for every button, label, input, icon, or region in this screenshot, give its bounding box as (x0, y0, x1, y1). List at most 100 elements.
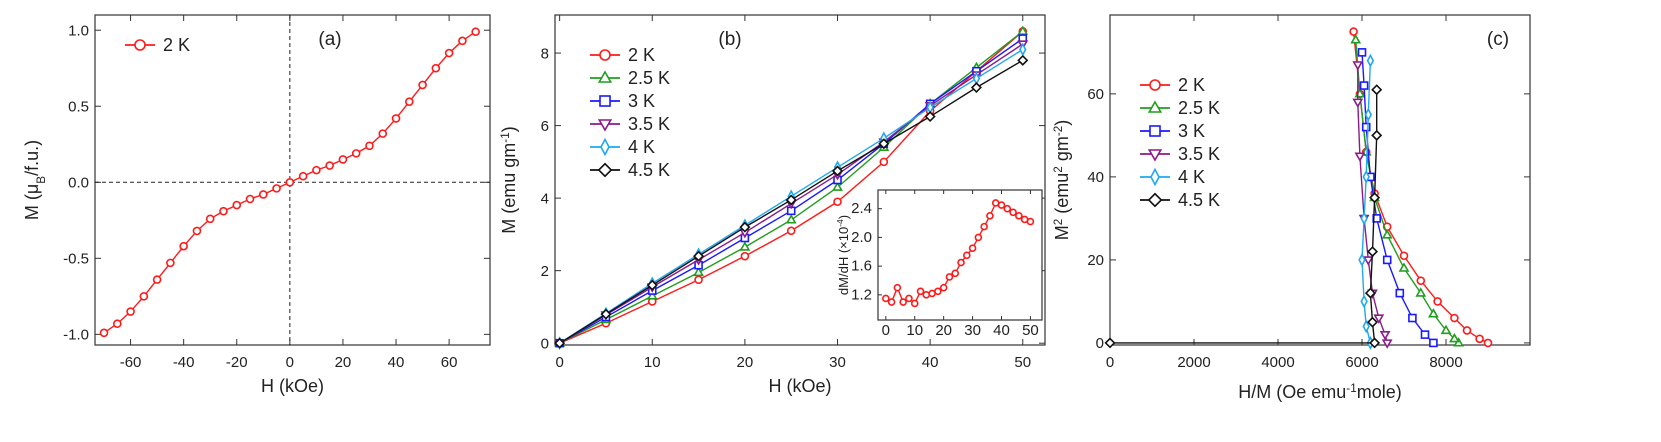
x-tick-label: 30 (964, 322, 981, 339)
axis-label: dM/dH (×10-4) (835, 215, 851, 295)
marker (405, 97, 414, 106)
label-part: 2 (1052, 166, 1065, 173)
marker (431, 63, 441, 73)
legend-marker (600, 137, 610, 157)
marker (1366, 246, 1379, 258)
marker (1450, 313, 1459, 323)
label-part: (emu (1052, 173, 1072, 219)
y-tick-label: 2.0 (851, 229, 872, 246)
axis-label: M (emu gm-1) (499, 126, 520, 233)
marker (646, 290, 658, 300)
label-part: 2 (1052, 219, 1065, 226)
x-tick-label: 60 (441, 354, 458, 371)
marker (378, 129, 388, 138)
marker (152, 275, 162, 284)
y-tick-label: 4 (541, 190, 549, 207)
legend-label: 2 K (628, 45, 655, 65)
x-tick-label: 0 (286, 354, 294, 371)
x-tick-label: 20 (335, 354, 352, 371)
marker (878, 138, 890, 150)
legend-marker (597, 119, 613, 132)
plot-frame (554, 14, 1046, 346)
marker (1416, 276, 1426, 285)
legend-label: 4 K (1178, 167, 1205, 187)
marker (924, 111, 936, 123)
x-tick-label: -40 (173, 354, 195, 371)
marker (1017, 25, 1029, 35)
legend-marker (597, 70, 613, 83)
marker (1364, 107, 1373, 122)
y-tick-label: 40 (1087, 169, 1104, 186)
marker (471, 27, 480, 37)
marker (139, 292, 149, 301)
label-part: H/M (Oe emu (1238, 382, 1346, 402)
x-tick-label: 40 (922, 354, 939, 371)
axis-label: H (kOe) (769, 376, 832, 396)
marker (951, 269, 960, 278)
y-tick-label: -1.0 (63, 327, 89, 344)
marker (1358, 252, 1366, 267)
legend-label: 4.5 K (628, 160, 670, 180)
legend-label: 2.5 K (628, 68, 670, 88)
marker (365, 141, 374, 151)
axis-label: H/M (Oe emu-1mole) (1238, 382, 1401, 403)
marker (1433, 297, 1442, 306)
marker (219, 206, 228, 216)
label-part: ) (1052, 120, 1072, 126)
marker (832, 165, 844, 177)
legend-marker (1150, 167, 1160, 187)
label-part: H (kOe) (261, 376, 324, 396)
y-tick-label: 0.5 (68, 98, 89, 115)
marker (1359, 81, 1369, 90)
y-tick-label: 20 (1087, 252, 1104, 269)
label-part: ) (836, 215, 851, 219)
legend-marker (599, 49, 611, 61)
marker (934, 287, 942, 296)
marker (916, 287, 925, 296)
label-part: -1 (499, 132, 512, 142)
marker (1395, 288, 1405, 298)
legend-label: 3 K (628, 91, 655, 111)
marker (646, 279, 658, 291)
x-tick-label: 10 (906, 322, 923, 339)
marker (391, 114, 401, 123)
marker (1483, 338, 1493, 348)
marker (739, 241, 751, 251)
marker (312, 165, 321, 175)
marker (554, 337, 566, 349)
marker (945, 273, 954, 281)
x-tick-label: 40 (388, 354, 405, 371)
marker (893, 283, 902, 292)
marker (1408, 313, 1417, 323)
x-tick-label: 0 (555, 354, 563, 371)
marker (192, 226, 202, 236)
legend-label: 3 K (1178, 121, 1205, 141)
plot-frame (877, 189, 1043, 321)
marker (1366, 53, 1375, 68)
marker (112, 319, 122, 329)
marker (1420, 330, 1430, 339)
x-tick-label: 50 (1022, 322, 1039, 339)
marker (739, 221, 751, 233)
x-tick-label: 20 (935, 322, 952, 339)
marker (1017, 54, 1029, 66)
label-part: -4 (835, 219, 845, 227)
marker (1440, 324, 1452, 335)
marker (1352, 61, 1364, 71)
panel-label: (a) (318, 29, 341, 50)
x-tick-label: 8000 (1429, 354, 1462, 371)
marker (418, 80, 427, 90)
y-tick-label: 0.0 (68, 175, 89, 192)
marker (694, 275, 703, 285)
marker (1429, 338, 1438, 348)
marker (785, 194, 797, 206)
legend-label: 2 K (1178, 75, 1205, 95)
marker (1019, 42, 1027, 57)
legend-marker (1147, 192, 1163, 208)
marker (1382, 255, 1392, 265)
marker (1366, 316, 1379, 328)
legend-label: 2.5 K (1178, 98, 1220, 118)
x-tick-label: -20 (226, 354, 248, 371)
marker (1362, 169, 1370, 184)
marker (1371, 129, 1383, 141)
